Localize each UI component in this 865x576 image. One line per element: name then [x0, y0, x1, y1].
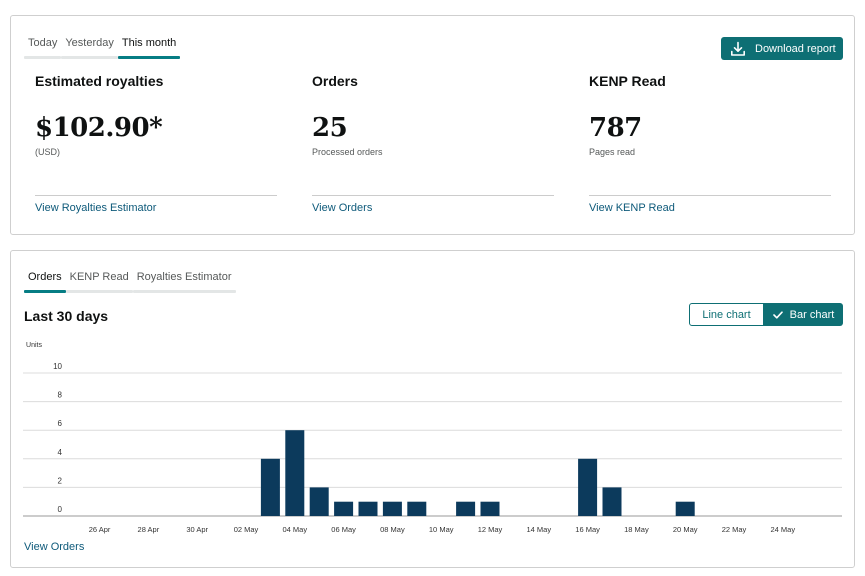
tab-label: This month: [121, 37, 177, 49]
metric-title: Orders: [312, 73, 358, 89]
bar[interactable]: [407, 501, 427, 516]
bar[interactable]: [285, 430, 305, 516]
tab-underline: [61, 56, 118, 59]
metric-subtitle: Pages read: [589, 147, 636, 157]
bar[interactable]: [309, 487, 329, 516]
tab-today[interactable]: Today: [24, 36, 62, 59]
bar[interactable]: [578, 458, 598, 516]
tab-underline: [65, 290, 133, 293]
metric-subtitle: (USD): [35, 147, 60, 157]
y-axis-title: Units: [26, 342, 42, 349]
tab-underline: [24, 56, 62, 59]
grid: Units 0 2 4 6 8 10: [23, 342, 842, 517]
x-tick-label: 20 May: [673, 525, 698, 534]
tab-royalties-estimator[interactable]: Royalties Estimator: [132, 270, 236, 293]
x-tick-label: 12 May: [478, 525, 503, 534]
tab-kenp-read[interactable]: KENP Read: [65, 270, 133, 293]
divider: [35, 195, 277, 196]
tab-label: Royalties Estimator: [136, 271, 232, 283]
y-tick-label: 0: [58, 505, 63, 514]
tab-orders[interactable]: Orders: [24, 270, 66, 293]
bar-chart-button[interactable]: Bar chart: [764, 303, 843, 326]
bar[interactable]: [675, 501, 695, 516]
metric-title: Estimated royalties: [35, 73, 164, 89]
bar[interactable]: [382, 501, 402, 516]
metric-value: 25: [312, 113, 348, 143]
bar[interactable]: [334, 501, 354, 516]
download-report-label: Download report: [755, 42, 836, 55]
metric-title: KENP Read: [589, 73, 666, 89]
x-tick-label: 28 Apr: [138, 525, 160, 534]
line-chart-label: Line chart: [702, 308, 751, 321]
tab-label: Orders: [28, 271, 62, 283]
orders-bar-chart: Units 0 2 4 6 8 10 26 Apr 28 Apr 30 Apr 02 May 04 …: [23, 342, 842, 534]
metric-royalties: Estimated royalties $102.90* (USD) View …: [35, 73, 277, 214]
view-orders-link[interactable]: View Orders: [312, 202, 373, 214]
x-tick-label: 30 Apr: [186, 525, 208, 534]
chart-card: Orders KENP Read Royalties Estimator Las…: [10, 250, 855, 568]
tab-underline: [117, 56, 181, 59]
chart-tabs: Orders KENP Read Royalties Estimator: [24, 270, 236, 293]
x-tick-label: 16 May: [575, 525, 600, 534]
chart-type-toggle: Line chart Bar chart: [689, 303, 843, 326]
metric-value: $102.90*: [35, 113, 163, 143]
divider: [589, 195, 831, 196]
line-chart-button[interactable]: Line chart: [689, 303, 764, 326]
tab-label: Today: [28, 37, 58, 49]
bar-chart-label: Bar chart: [789, 308, 835, 321]
x-tick-label: 10 May: [429, 525, 454, 534]
metric-orders: Orders 25 Processed orders View Orders: [312, 73, 554, 214]
x-tick-label: 02 May: [234, 525, 259, 534]
summary-card: Today Yesterday This month Download repo…: [10, 15, 855, 235]
y-tick-label: 2: [58, 476, 63, 485]
y-tick-label: 10: [53, 362, 62, 371]
y-tick-label: 8: [58, 391, 63, 400]
x-tick-label: 26 Apr: [89, 525, 111, 534]
download-report-button[interactable]: Download report: [721, 37, 843, 60]
view-orders-link[interactable]: View Orders: [24, 541, 85, 553]
divider: [312, 195, 554, 196]
y-tick-label: 6: [58, 419, 63, 428]
x-tick-label: 04 May: [282, 525, 307, 534]
bar[interactable]: [480, 501, 500, 516]
download-icon: [731, 41, 745, 56]
x-tick-label: 18 May: [624, 525, 649, 534]
bar[interactable]: [260, 458, 280, 516]
chart-title: Last 30 days: [24, 308, 109, 324]
bar[interactable]: [602, 487, 622, 516]
tab-this-month[interactable]: This month: [117, 36, 181, 59]
tab-underline: [132, 290, 236, 293]
checkmark-icon: [772, 310, 783, 319]
x-axis-labels: 26 Apr 28 Apr 30 Apr 02 May 04 May 06 May 08 M…: [89, 525, 796, 534]
bar[interactable]: [456, 501, 476, 516]
bar[interactable]: [358, 501, 378, 516]
x-tick-label: 08 May: [380, 525, 405, 534]
metric-kenp-read: KENP Read 787 Pages read View KENP Read: [589, 73, 831, 214]
period-tabs: Today Yesterday This month: [24, 36, 181, 59]
view-kenp-read-link[interactable]: View KENP Read: [589, 202, 675, 214]
metric-value: 787: [589, 113, 642, 143]
view-royalties-estimator-link[interactable]: View Royalties Estimator: [35, 202, 157, 214]
bars: [260, 430, 695, 516]
x-tick-label: 22 May: [722, 525, 747, 534]
x-tick-label: 06 May: [331, 525, 356, 534]
tab-underline: [24, 290, 66, 293]
tab-label: KENP Read: [69, 271, 129, 283]
tab-yesterday[interactable]: Yesterday: [61, 36, 118, 59]
tab-label: Yesterday: [65, 37, 114, 49]
x-tick-label: 24 May: [770, 525, 795, 534]
metric-subtitle: Processed orders: [312, 147, 383, 157]
y-tick-label: 4: [58, 448, 63, 457]
x-tick-label: 14 May: [526, 525, 551, 534]
